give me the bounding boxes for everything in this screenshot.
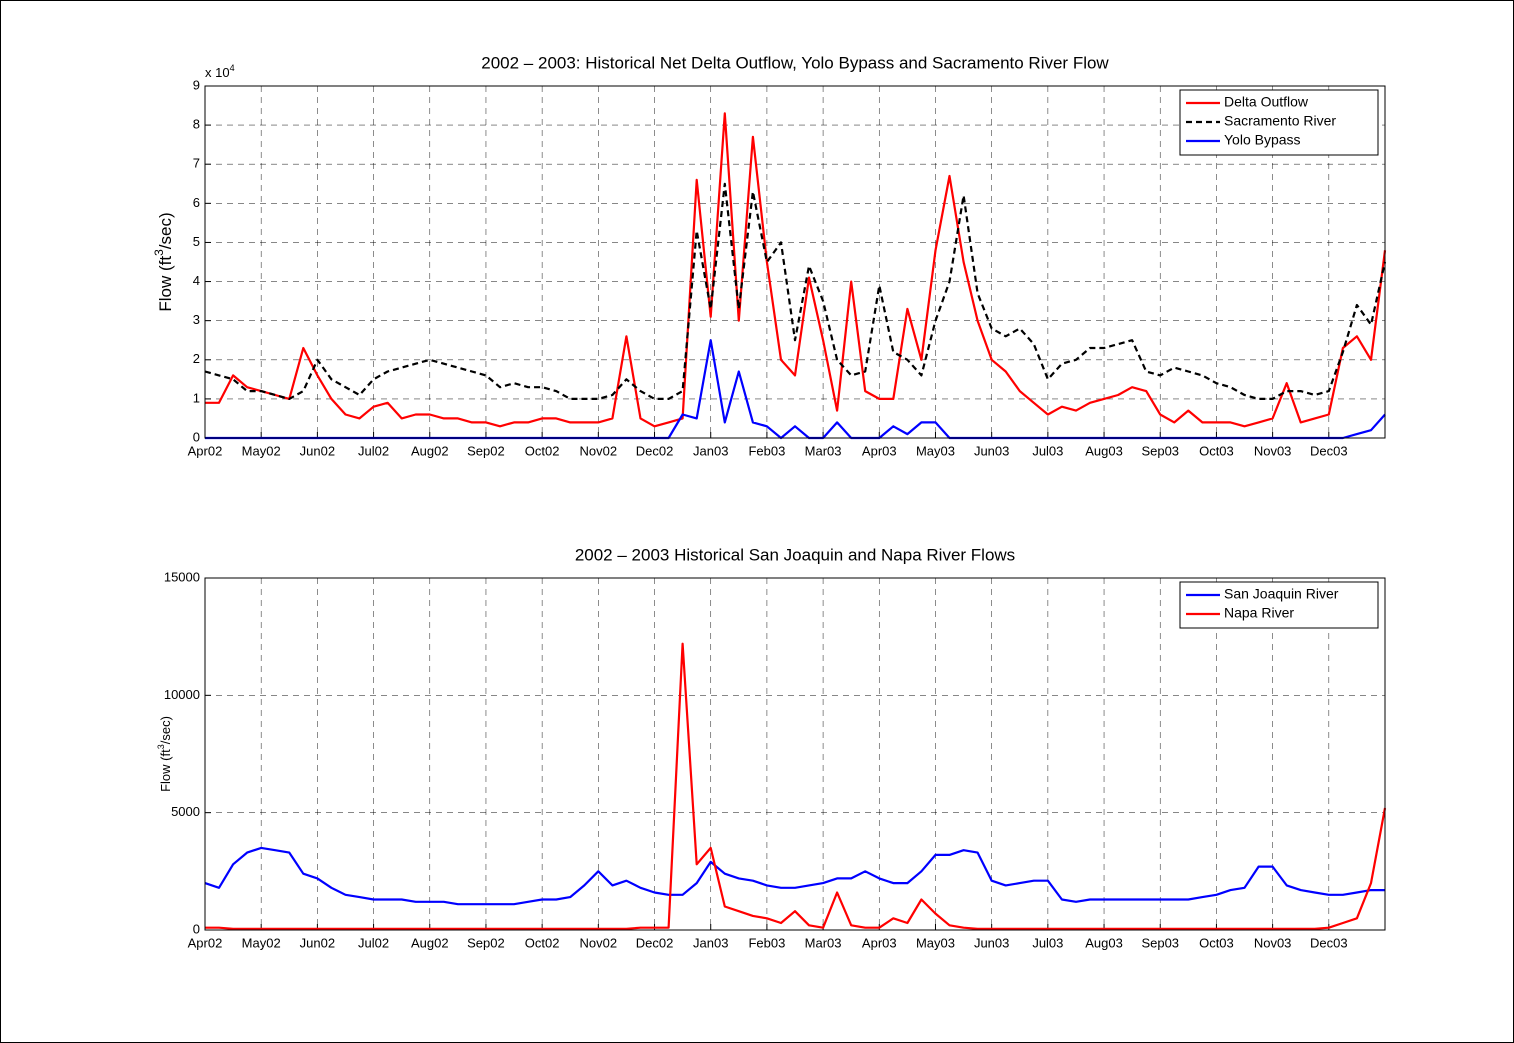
x-tick-label: May03: [916, 443, 955, 458]
y-multiplier: x 104: [205, 63, 235, 80]
x-tick-label: Oct02: [525, 935, 560, 950]
x-tick-label: Dec02: [636, 443, 674, 458]
y-tick-label: 15000: [164, 569, 200, 584]
x-tick-label: Oct03: [1199, 443, 1234, 458]
x-tick-label: Jul03: [1032, 443, 1063, 458]
y-axis-label-text: Flow (ft: [158, 749, 173, 792]
y-tick-label: 5000: [171, 804, 200, 819]
axes-frame: [204, 577, 1386, 931]
x-tick-label: Aug02: [411, 443, 449, 458]
x-tick-label: Jul03: [1032, 935, 1063, 950]
x-tick-label: Sep03: [1141, 443, 1179, 458]
y-axis-label-sup: 3: [152, 249, 166, 256]
x-tick-label: May02: [242, 443, 281, 458]
y-multiplier-text: x 10: [205, 65, 230, 80]
y-tick-label: 2: [193, 351, 200, 366]
y-axis-label: Flow (ft3/sec): [156, 716, 173, 792]
x-tick-label: Aug03: [1085, 935, 1123, 950]
y-axis-label-tail: /sec): [156, 212, 175, 249]
x-tick-label: Mar03: [805, 935, 842, 950]
x-tick-label: Feb03: [748, 443, 785, 458]
legend-box: [1179, 89, 1379, 156]
x-tick-label: Feb03: [748, 935, 785, 950]
x-tick-label: Oct02: [525, 443, 560, 458]
y-tick-label: 5: [193, 234, 200, 249]
legend-box: [1179, 581, 1379, 629]
plot-area: [205, 578, 1385, 930]
x-tick-label: Jun03: [974, 935, 1009, 950]
legend-label: Delta Outflow: [1224, 94, 1309, 110]
x-tick-label: Jan03: [693, 443, 728, 458]
y-tick-label: 0: [193, 921, 200, 936]
x-tick-label: May03: [916, 935, 955, 950]
x-tick-label: Oct03: [1199, 935, 1234, 950]
chart-title: 2002 – 2003 Historical San Joaquin and N…: [575, 545, 1015, 564]
x-tick-label: Sep03: [1141, 935, 1179, 950]
x-tick-label: Mar03: [805, 443, 842, 458]
series-line: [205, 642, 1387, 930]
y-axis-label: Flow (ft3/sec): [152, 212, 175, 311]
x-tick-label: Apr03: [862, 935, 897, 950]
axes-frame: [204, 85, 1386, 439]
x-tick-label: Jul02: [358, 443, 389, 458]
y-multiplier-sup: 4: [230, 63, 235, 73]
x-tick-label: Aug03: [1085, 443, 1123, 458]
y-tick-label: 9: [193, 77, 200, 92]
x-tick-label: Apr02: [188, 935, 223, 950]
y-tick-label: 4: [193, 273, 200, 288]
x-tick-label: Aug02: [411, 935, 449, 950]
x-tick-label: Nov03: [1254, 935, 1292, 950]
legend-label: Yolo Bypass: [1224, 132, 1301, 148]
y-tick-label: 3: [193, 312, 200, 327]
x-tick-label: Jan03: [693, 935, 728, 950]
x-tick-label: Jun03: [974, 443, 1009, 458]
x-tick-label: Jun02: [300, 443, 335, 458]
x-tick-label: Jun02: [300, 935, 335, 950]
x-tick-label: Nov03: [1254, 443, 1292, 458]
series-line: [205, 112, 1387, 428]
y-tick-label: 0: [193, 429, 200, 444]
chart-title: 2002 – 2003: Historical Net Delta Outflo…: [481, 53, 1109, 72]
x-tick-label: Dec02: [636, 935, 674, 950]
x-tick-label: Apr02: [188, 443, 223, 458]
legend-label: Sacramento River: [1224, 113, 1336, 129]
y-tick-label: 8: [193, 117, 200, 132]
y-axis-label-tail: /sec): [158, 716, 173, 744]
series-line: [204, 846, 1385, 906]
x-tick-label: Sep02: [467, 443, 505, 458]
x-tick-label: Nov02: [580, 935, 618, 950]
series-line: [204, 182, 1387, 400]
legend-label: San Joaquin River: [1224, 586, 1339, 602]
x-tick-label: Nov02: [580, 443, 618, 458]
legend-label: Napa River: [1224, 605, 1294, 621]
y-axis-label-sup: 3: [156, 744, 166, 749]
y-tick-label: 7: [193, 156, 200, 171]
y-tick-label: 10000: [164, 687, 200, 702]
y-tick-label: 6: [193, 195, 200, 210]
x-tick-label: Apr03: [862, 443, 897, 458]
x-tick-label: Dec03: [1310, 935, 1348, 950]
y-tick-label: 1: [193, 390, 200, 405]
x-tick-label: May02: [242, 935, 281, 950]
x-tick-label: Sep02: [467, 935, 505, 950]
x-tick-label: Dec03: [1310, 443, 1348, 458]
y-axis-label-text: Flow (ft: [156, 256, 175, 312]
x-tick-label: Jul02: [358, 935, 389, 950]
